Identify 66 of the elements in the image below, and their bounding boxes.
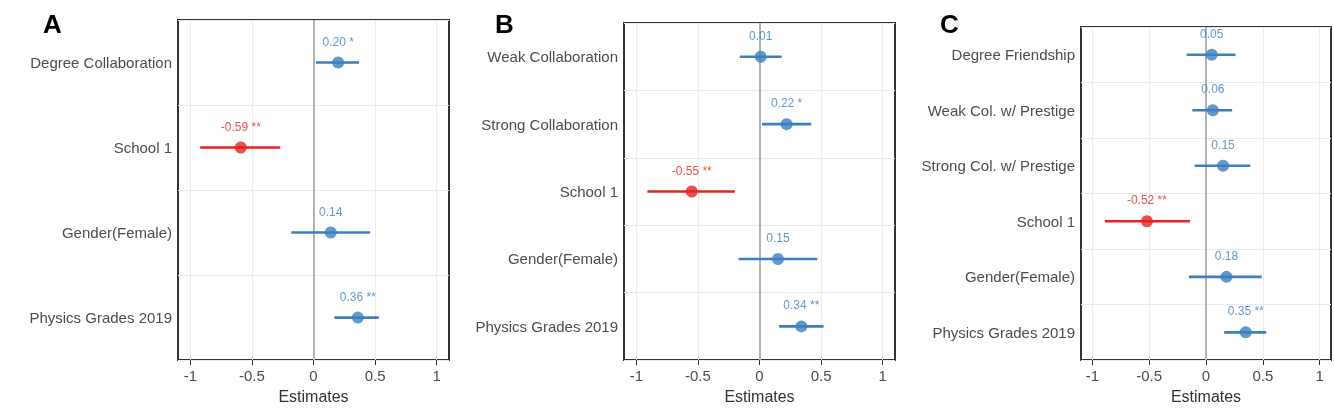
y-tick-label: Weak Collaboration <box>487 48 618 66</box>
y-tick-label: Strong Col. w/ Prestige <box>921 157 1075 175</box>
point <box>324 226 337 239</box>
point <box>1140 215 1153 228</box>
chart-title: B <box>495 9 514 39</box>
x-tick-label: -1 <box>183 367 197 385</box>
point <box>1205 48 1218 61</box>
y-tick-label: Degree Friendship <box>951 46 1075 64</box>
y-tick-label: Physics Grades 2019 <box>475 317 618 335</box>
data-label: 0.01 <box>749 28 773 43</box>
x-tick-label: 0 <box>755 367 764 385</box>
y-tick-label: School 1 <box>559 183 618 201</box>
data-label: -0.52 ** <box>1126 193 1168 208</box>
data-label: -0.59 ** <box>220 119 262 134</box>
x-axis-title: Estimates <box>724 387 795 405</box>
point <box>1220 270 1233 283</box>
data-label: 0.05 <box>1200 26 1224 41</box>
x-tick-label: -0.5 <box>684 367 711 385</box>
x-tick-label: -0.5 <box>238 367 265 385</box>
y-tick-label: School 1 <box>113 139 172 157</box>
x-tick-label: 1 <box>1315 367 1324 385</box>
y-tick-label: Gender(Female) <box>507 250 618 268</box>
point <box>780 118 793 131</box>
x-tick-label: -1 <box>1085 367 1100 385</box>
x-tick-label: 0 <box>309 367 318 385</box>
point <box>1239 326 1252 339</box>
data-label: 0.34 ** <box>783 298 820 313</box>
x-tick-label: 0 <box>1201 367 1211 385</box>
point <box>234 141 247 154</box>
y-tick-label: Degree Collaboration <box>30 54 172 72</box>
y-tick-label: Strong Collaboration <box>481 115 618 133</box>
y-tick-label: School 1 <box>1016 212 1075 230</box>
data-label: 0.15 <box>1211 137 1236 152</box>
point <box>795 320 808 333</box>
data-label: 0.18 <box>1214 248 1239 263</box>
x-axis-title: Estimates <box>1170 387 1242 405</box>
point <box>1217 159 1230 172</box>
y-tick-label: Weak Col. w/ Prestige <box>927 101 1075 119</box>
chart-title: A <box>43 9 62 39</box>
data-label: -0.55 ** <box>671 163 713 178</box>
data-label: 0.35 ** <box>1227 304 1265 319</box>
point <box>771 252 784 265</box>
data-label: 0.06 <box>1201 82 1225 97</box>
data-label: 0.15 <box>766 230 790 245</box>
x-tick-label: -0.5 <box>1136 367 1163 385</box>
x-tick-label: -1 <box>629 367 643 385</box>
data-label: 0.20 * <box>322 34 355 49</box>
x-tick-label: 0.5 <box>1252 367 1274 385</box>
data-label: 0.36 ** <box>339 289 377 304</box>
x-tick-label: 0.5 <box>364 367 386 385</box>
chart-title: C <box>940 9 959 39</box>
x-tick-label: 1 <box>878 367 887 385</box>
y-tick-label: Physics Grades 2019 <box>932 323 1075 341</box>
x-axis-title: Estimates <box>278 387 349 405</box>
point <box>754 50 767 63</box>
point <box>351 311 364 324</box>
point <box>332 56 345 69</box>
y-tick-label: Gender(Female) <box>61 224 172 242</box>
point <box>1206 104 1219 117</box>
x-tick-label: 0.5 <box>810 367 832 385</box>
y-tick-label: Physics Grades 2019 <box>29 309 172 327</box>
point <box>685 185 698 198</box>
y-tick-label: Gender(Female) <box>964 268 1075 286</box>
data-label: 0.14 <box>319 204 343 219</box>
data-label: 0.22 * <box>770 96 803 111</box>
x-tick-label: 1 <box>432 367 441 385</box>
